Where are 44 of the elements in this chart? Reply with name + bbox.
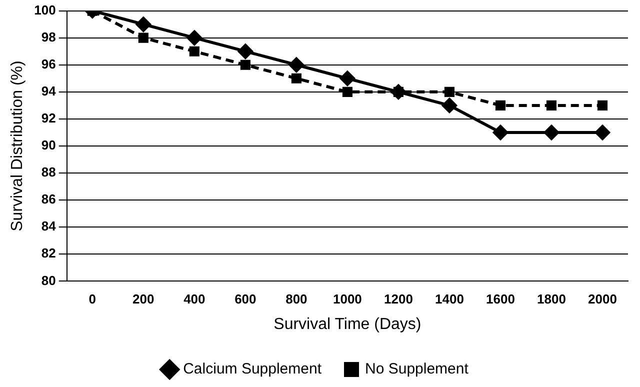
point xyxy=(544,124,559,140)
x-tick-label: 2000 xyxy=(588,292,617,307)
point xyxy=(594,124,610,140)
y-tick-label: 98 xyxy=(41,29,56,44)
x-tick-label: 1400 xyxy=(435,292,464,307)
point xyxy=(138,32,148,43)
x-tick-label: 400 xyxy=(184,292,206,307)
x-tick-label: 0 xyxy=(88,292,96,307)
point xyxy=(492,124,508,140)
point xyxy=(238,44,253,59)
x-tick-label: 600 xyxy=(234,292,256,307)
point xyxy=(288,57,304,72)
y-tick-label: 84 xyxy=(41,218,57,234)
point xyxy=(240,60,250,70)
point xyxy=(597,100,608,110)
x-tick-label: 200 xyxy=(132,292,154,307)
point xyxy=(442,98,457,113)
y-axis-title: Survival Distribution (%) xyxy=(9,60,26,232)
y-tick-label: 96 xyxy=(41,56,56,72)
y-tick-label: 88 xyxy=(41,164,56,180)
y-tick-label: 100 xyxy=(34,2,56,18)
legend-label: No Supplement xyxy=(365,360,470,378)
x-tick-label: 800 xyxy=(286,292,308,307)
point xyxy=(189,46,200,56)
x-tick-label: 1200 xyxy=(384,292,413,307)
point xyxy=(342,86,352,97)
y-tick-label: 90 xyxy=(41,138,56,153)
x-tick-label: 1800 xyxy=(537,292,566,307)
point xyxy=(186,30,202,46)
point xyxy=(495,100,506,110)
legend-label: Calcium Supplement xyxy=(183,360,322,378)
x-axis-title: Survival Time (Days) xyxy=(274,316,422,333)
point xyxy=(291,73,302,84)
y-tick-label: 94 xyxy=(41,84,57,98)
point xyxy=(444,86,454,97)
x-tick-label: 1600 xyxy=(486,292,515,307)
y-tick-label: 86 xyxy=(41,192,56,207)
x-tick-label: 1000 xyxy=(332,292,362,307)
y-tick-label: 80 xyxy=(41,272,56,288)
point xyxy=(136,16,151,32)
point xyxy=(340,70,355,86)
y-tick-label: 82 xyxy=(41,246,56,261)
y-tick-label: 92 xyxy=(41,110,56,126)
point xyxy=(546,100,557,110)
